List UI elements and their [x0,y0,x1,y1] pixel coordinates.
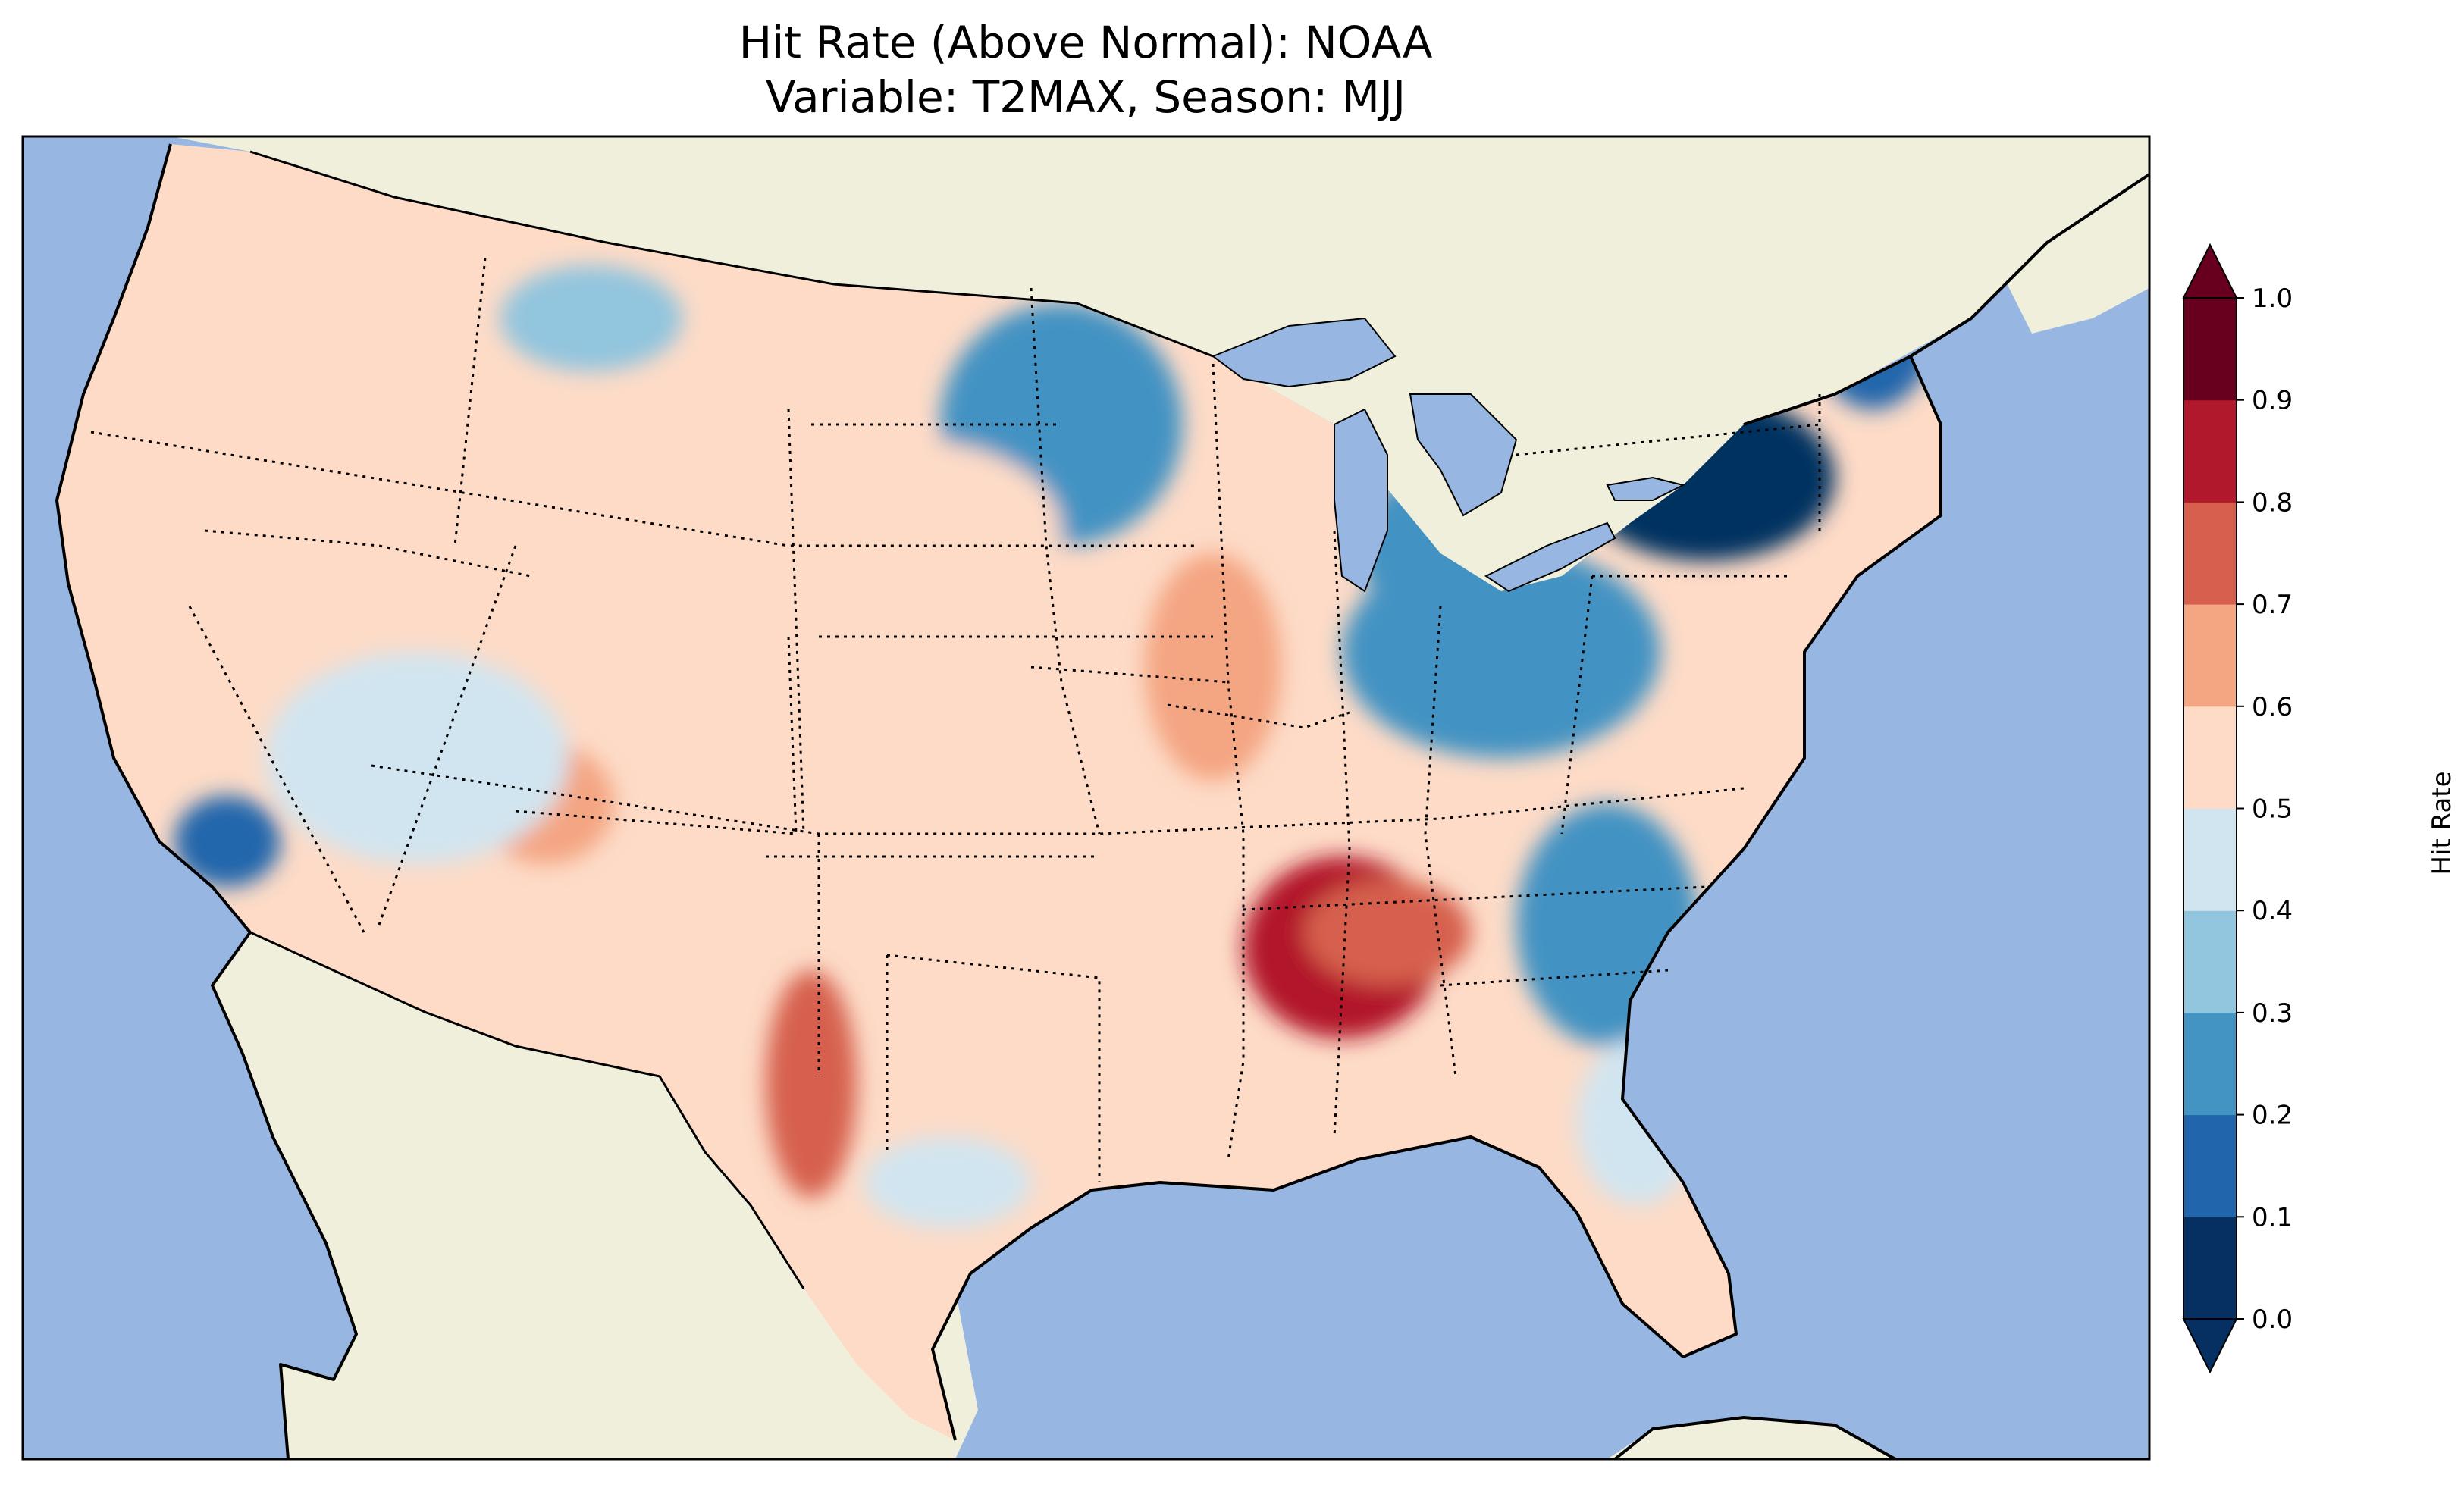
colorbar-segment [2183,1217,2237,1320]
lake-superior [1211,317,1397,388]
colorbar-segment [2183,502,2237,605]
map-panel [23,136,2149,1459]
colorbar-segment [2183,1114,2237,1217]
colorbar-tick-label: 1.0 [2252,283,2293,314]
colorbar-segment [2183,604,2237,707]
chart-title-line-1: Hit Rate (Above Normal): NOAA [739,17,1433,68]
lake-michigan [1334,408,1388,593]
colorbar-segment [2183,1012,2237,1116]
colorbar-segment [2183,706,2237,809]
mexico-land [212,932,978,1459]
heatmap-region [1145,553,1281,781]
colorbar-label: Hit Rate [2427,771,2457,875]
colorbar-tick-label: 0.6 [2252,692,2293,722]
colorbar-segment [2183,910,2237,1013]
colorbar-tick-label: 0.2 [2252,1101,2293,1131]
colorbar-tick-label: 0.1 [2252,1202,2293,1232]
heatmap-region [864,1137,1031,1228]
heatmap-region [500,265,682,371]
country-borders [249,150,1214,1289]
heatmap-region [174,796,281,887]
heatmap-region [265,652,569,864]
heatmap-region [76,235,303,417]
colorbar: 0.0 0.1 0.2 0.3 0.4 0.5 0.6 0.7 0.8 0.9 1.0 [2182,243,2293,1374]
colorbar-tick-label: 0.9 [2252,386,2293,416]
lake-ontario [1606,476,1685,501]
colorbar-tick-label: 0.4 [2252,896,2293,926]
maritimes-land [2002,174,2149,334]
heatmap-region [758,440,1061,622]
colorbar-extend-max [2182,243,2238,299]
heatmap-region [766,970,857,1198]
colorbar-tick-label: 0.0 [2252,1305,2293,1335]
coastlines [55,143,2149,1459]
colorbar-tick-label: 0.5 [2252,794,2293,825]
conus-base [57,144,1941,1440]
map-frame [21,135,2151,1461]
chart-title-line-2: Variable: T2MAX, Season: MJJ [766,71,1406,123]
colorbar-tick-label: 0.3 [2252,998,2293,1029]
lake-erie [1484,521,1616,593]
cuba-land [1607,1417,1895,1459]
colorbar-segment [2183,808,2237,911]
lake-huron [1409,393,1518,517]
colorbar-tick-label: 0.7 [2252,590,2293,620]
colorbar-segment [2183,298,2237,401]
heatmap-region [1304,879,1471,985]
colorbar-tick-label: 0.8 [2252,487,2293,518]
colorbar-segment [2183,399,2237,503]
state-borders [90,257,1821,1182]
colorbar-extend-min [2182,1318,2238,1374]
conus-heatmap [57,144,1941,1440]
